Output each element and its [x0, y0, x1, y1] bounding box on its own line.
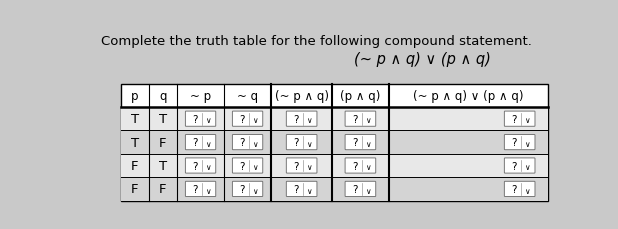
FancyBboxPatch shape — [232, 112, 263, 127]
Text: ∨: ∨ — [205, 186, 211, 195]
Text: F: F — [131, 159, 138, 172]
Text: T: T — [130, 113, 139, 126]
FancyBboxPatch shape — [345, 158, 376, 173]
Text: ?: ? — [352, 114, 358, 124]
Text: ?: ? — [240, 137, 245, 147]
FancyBboxPatch shape — [286, 112, 317, 127]
Text: ?: ? — [294, 184, 299, 194]
FancyBboxPatch shape — [345, 182, 376, 197]
Text: ?: ? — [193, 184, 198, 194]
FancyBboxPatch shape — [345, 112, 376, 127]
FancyBboxPatch shape — [232, 182, 263, 197]
Text: T: T — [159, 159, 167, 172]
FancyBboxPatch shape — [504, 135, 535, 150]
Text: ∨: ∨ — [205, 139, 211, 148]
Text: ?: ? — [240, 184, 245, 194]
Text: ∨: ∨ — [205, 116, 211, 125]
Text: ?: ? — [512, 184, 517, 194]
Bar — [121, 154, 548, 177]
Bar — [121, 108, 548, 131]
FancyBboxPatch shape — [185, 182, 216, 197]
Text: ?: ? — [512, 114, 517, 124]
Text: F: F — [131, 183, 138, 196]
Text: p: p — [131, 89, 138, 102]
Text: ?: ? — [193, 114, 198, 124]
Bar — [121, 84, 548, 201]
Text: ∨: ∨ — [524, 186, 530, 195]
FancyBboxPatch shape — [232, 135, 263, 150]
FancyBboxPatch shape — [232, 158, 263, 173]
Bar — [121, 177, 548, 201]
Text: ∨: ∨ — [252, 139, 258, 148]
Text: (~ p ∧ q) ∨ (p ∧ q): (~ p ∧ q) ∨ (p ∧ q) — [413, 89, 524, 102]
Text: ∨: ∨ — [524, 162, 530, 172]
Text: ?: ? — [512, 161, 517, 171]
Text: (~ p ∧ q) ∨ (p ∧ q): (~ p ∧ q) ∨ (p ∧ q) — [353, 52, 491, 67]
Text: ?: ? — [352, 184, 358, 194]
Text: ∨: ∨ — [306, 116, 312, 125]
Text: ?: ? — [193, 161, 198, 171]
Text: ∨: ∨ — [306, 162, 312, 172]
Text: ∨: ∨ — [365, 139, 371, 148]
FancyBboxPatch shape — [286, 158, 317, 173]
Text: ?: ? — [240, 161, 245, 171]
Text: F: F — [159, 136, 167, 149]
Text: ∨: ∨ — [365, 186, 371, 195]
Text: ?: ? — [240, 114, 245, 124]
Text: ∨: ∨ — [252, 186, 258, 195]
FancyBboxPatch shape — [286, 135, 317, 150]
Text: ∨: ∨ — [205, 162, 211, 172]
Bar — [121, 131, 548, 154]
Text: q: q — [159, 89, 167, 102]
Text: T: T — [130, 136, 139, 149]
Text: (~ p ∧ q): (~ p ∧ q) — [274, 89, 329, 102]
Text: ∨: ∨ — [252, 116, 258, 125]
FancyBboxPatch shape — [345, 135, 376, 150]
Text: ∨: ∨ — [306, 186, 312, 195]
Text: ∨: ∨ — [306, 139, 312, 148]
FancyBboxPatch shape — [504, 182, 535, 197]
Text: ?: ? — [294, 114, 299, 124]
Text: ~ p: ~ p — [190, 89, 211, 102]
Text: ?: ? — [193, 137, 198, 147]
FancyBboxPatch shape — [185, 112, 216, 127]
FancyBboxPatch shape — [286, 182, 317, 197]
Text: ?: ? — [352, 137, 358, 147]
Text: ~ q: ~ q — [237, 89, 258, 102]
Text: ?: ? — [352, 161, 358, 171]
Text: ∨: ∨ — [365, 162, 371, 172]
Text: F: F — [159, 183, 167, 196]
Text: (p ∧ q): (p ∧ q) — [341, 89, 381, 102]
FancyBboxPatch shape — [185, 135, 216, 150]
Text: ∨: ∨ — [524, 116, 530, 125]
Text: ∨: ∨ — [252, 162, 258, 172]
Text: ?: ? — [294, 161, 299, 171]
FancyBboxPatch shape — [504, 112, 535, 127]
FancyBboxPatch shape — [504, 158, 535, 173]
FancyBboxPatch shape — [185, 158, 216, 173]
Text: ?: ? — [512, 137, 517, 147]
Text: ?: ? — [294, 137, 299, 147]
Text: Complete the truth table for the following compound statement.: Complete the truth table for the followi… — [101, 35, 532, 48]
Text: T: T — [159, 113, 167, 126]
Text: ∨: ∨ — [524, 139, 530, 148]
Text: ∨: ∨ — [365, 116, 371, 125]
